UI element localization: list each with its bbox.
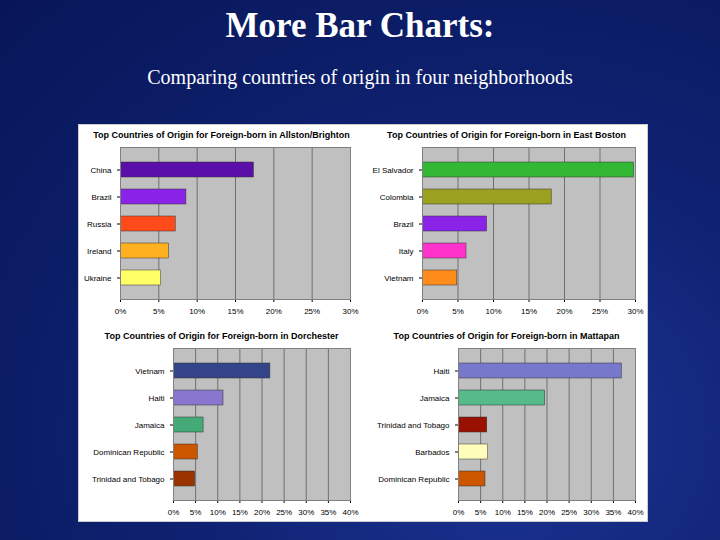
svg-text:Trinidad and Tobago: Trinidad and Tobago: [92, 475, 165, 484]
svg-text:20%: 20%: [556, 307, 572, 316]
svg-text:30%: 30%: [627, 307, 643, 316]
svg-text:35%: 35%: [320, 508, 336, 517]
svg-text:25%: 25%: [304, 307, 320, 316]
svg-text:30%: 30%: [298, 508, 314, 517]
svg-text:Brazil: Brazil: [393, 220, 413, 229]
svg-text:25%: 25%: [276, 508, 292, 517]
svg-text:Haiti: Haiti: [148, 394, 164, 403]
svg-text:Brazil: Brazil: [91, 193, 111, 202]
svg-text:10%: 10%: [189, 307, 205, 316]
html-text:Top Countries of Origin for Fo: Top Countries of Origin for Foreign-born…: [393, 331, 620, 341]
svg-text:25%: 25%: [561, 508, 577, 517]
svg-text:10%: 10%: [495, 508, 511, 517]
svg-text:10%: 10%: [485, 307, 501, 316]
svg-text:30%: 30%: [583, 508, 599, 517]
html-text:Top Countries of Origin for Fo: Top Countries of Origin for Foreign-born…: [104, 331, 339, 341]
svg-text:30%: 30%: [342, 307, 358, 316]
svg-text:Dominican Republic: Dominican Republic: [378, 475, 449, 484]
svg-text:Dominican Republic: Dominican Republic: [93, 448, 164, 457]
svg-text:5%: 5%: [153, 307, 165, 316]
svg-text:20%: 20%: [539, 508, 555, 517]
svg-text:20%: 20%: [266, 307, 282, 316]
svg-text:5%: 5%: [190, 508, 202, 517]
html-text:Top Countries of Origin for Fo: Top Countries of Origin for Foreign-born…: [93, 130, 350, 140]
svg-text:15%: 15%: [517, 508, 533, 517]
svg-text:15%: 15%: [232, 508, 248, 517]
svg-text:0%: 0%: [115, 307, 127, 316]
svg-text:0%: 0%: [453, 508, 465, 517]
svg-text:5%: 5%: [452, 307, 464, 316]
svg-text:Haiti: Haiti: [433, 367, 449, 376]
svg-text:Jamaica: Jamaica: [420, 394, 450, 403]
svg-text:20%: 20%: [254, 508, 270, 517]
svg-text:10%: 10%: [210, 508, 226, 517]
svg-text:40%: 40%: [627, 508, 643, 517]
html-text:Comparing countries of origin: Comparing countries of origin in four ne…: [147, 66, 573, 88]
svg-text:Vietnam: Vietnam: [384, 274, 414, 283]
svg-text:0%: 0%: [168, 508, 180, 517]
svg-text:15%: 15%: [521, 307, 537, 316]
svg-text:5%: 5%: [475, 508, 487, 517]
svg-text:Vietnam: Vietnam: [135, 367, 165, 376]
svg-text:Colombia: Colombia: [380, 193, 414, 202]
svg-text:Russia: Russia: [87, 220, 112, 229]
svg-text:40%: 40%: [342, 508, 358, 517]
svg-text:15%: 15%: [227, 307, 243, 316]
svg-text:China: China: [91, 166, 112, 175]
svg-text:Ireland: Ireland: [87, 247, 111, 256]
svg-text:35%: 35%: [605, 508, 621, 517]
svg-text:Jamaica: Jamaica: [135, 421, 165, 430]
svg-text:25%: 25%: [592, 307, 608, 316]
svg-text:0%: 0%: [417, 307, 429, 316]
html-text:More Bar Charts:: More Bar Charts:: [225, 6, 495, 45]
svg-text:El Salvador: El Salvador: [373, 166, 414, 175]
svg-text:Ukraine: Ukraine: [84, 274, 112, 283]
svg-text:Trinidad and Tobago: Trinidad and Tobago: [377, 421, 450, 430]
svg-text:Italy: Italy: [399, 247, 414, 256]
html-text:Top Countries of Origin for Fo: Top Countries of Origin for Foreign-born…: [387, 130, 626, 140]
svg-text:Barbados: Barbados: [415, 448, 449, 457]
